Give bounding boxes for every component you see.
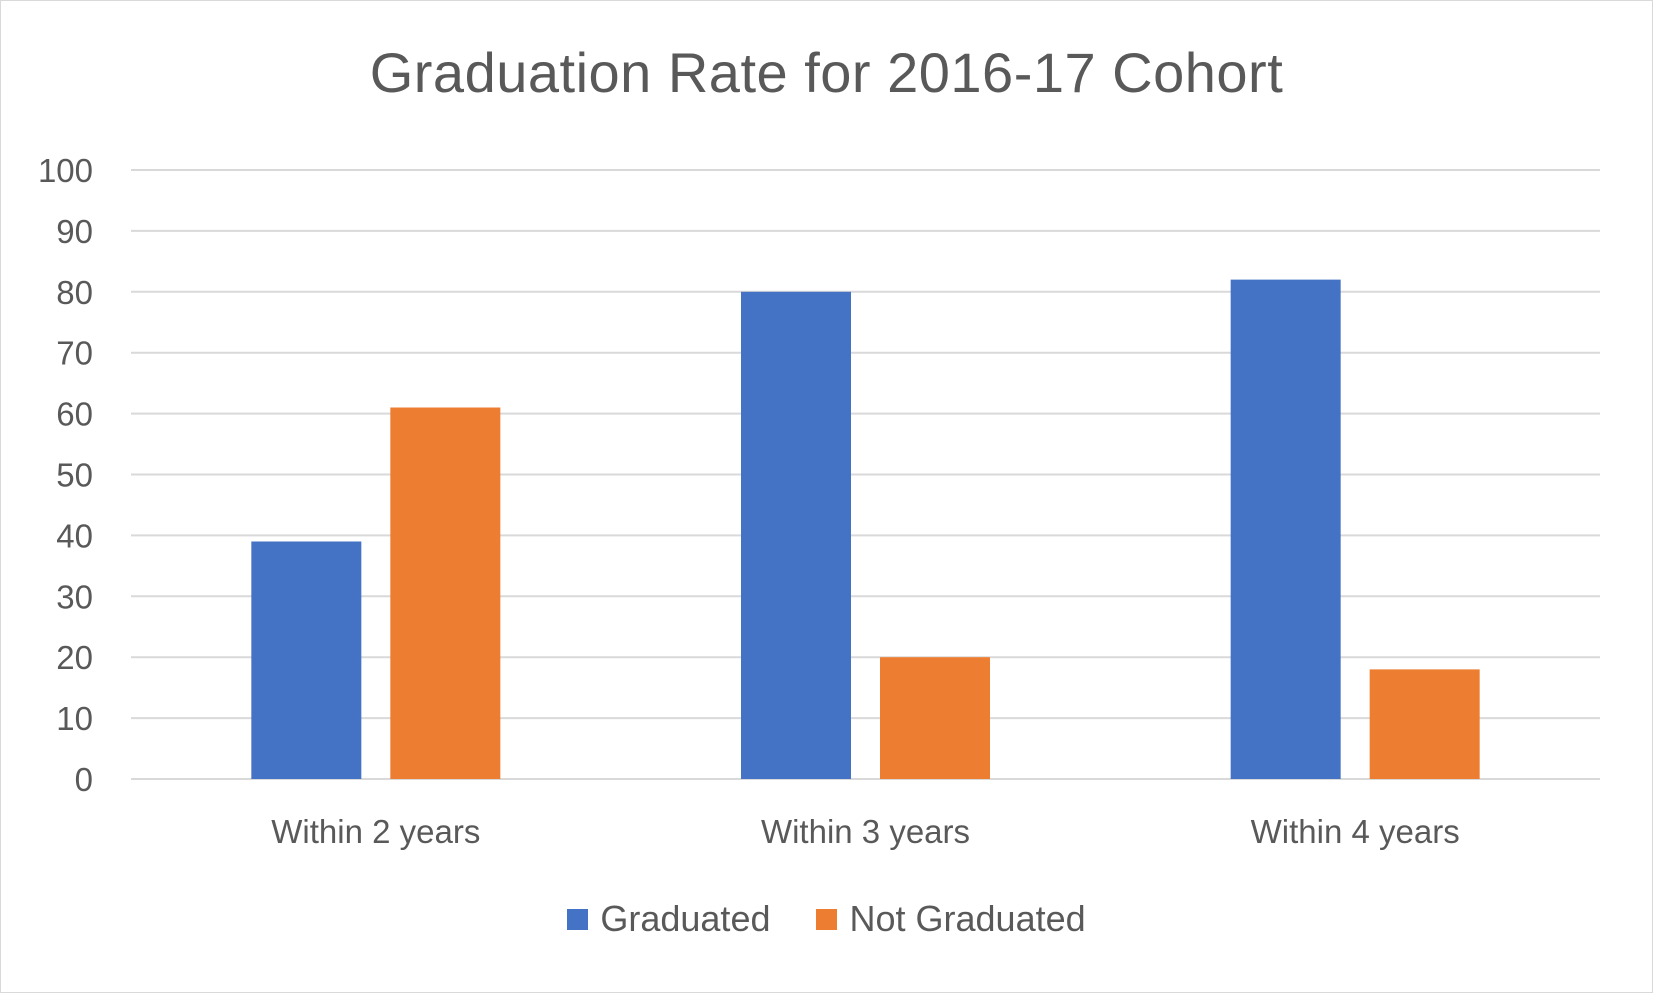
legend-item-graduated: Graduated (567, 898, 770, 940)
bar-not-graduated-2 (880, 657, 990, 779)
x-axis-ticks: Within 2 years Within 3 years Within 4 yea… (271, 813, 1459, 850)
legend: Graduated Not Graduated (0, 898, 1653, 940)
gridlines (131, 169, 1600, 780)
chart-title: Graduation Rate for 2016-17 Cohort (369, 41, 1284, 104)
y-tick-label-10: 10 (56, 700, 93, 737)
legend-label-not-graduated: Not Graduated (849, 898, 1086, 939)
x-tick-label-3: Within 4 years (1251, 813, 1460, 850)
bar-not-graduated-1 (390, 407, 501, 779)
bar-not-graduated-3 (1369, 669, 1480, 779)
y-tick-label-90: 90 (56, 213, 93, 250)
y-tick-label-80: 80 (56, 274, 93, 311)
y-tick-label-50: 50 (56, 457, 93, 494)
x-tick-label-2: Within 3 years (761, 813, 970, 850)
y-tick-label-40: 40 (56, 517, 93, 554)
y-tick-label-30: 30 (56, 578, 93, 615)
x-tick-label-1: Within 2 years (271, 813, 480, 850)
bar-graduated-3 (1230, 279, 1341, 779)
legend-swatch-graduated (567, 908, 589, 930)
bar-graduated-2 (741, 291, 851, 779)
legend-label-graduated: Graduated (600, 898, 771, 939)
y-tick-label-70: 70 (56, 335, 93, 372)
legend-item-not-graduated: Not Graduated (816, 898, 1086, 940)
y-tick-label-100: 100 (38, 152, 93, 189)
y-axis-ticks: 0 10 20 30 40 50 60 70 80 90 100 (38, 152, 93, 798)
y-tick-label-0: 0 (75, 761, 93, 798)
y-tick-label-60: 60 (56, 396, 93, 433)
bar-graduated-1 (251, 541, 362, 779)
legend-swatch-not-graduated (816, 908, 838, 930)
bars (251, 279, 1480, 779)
y-tick-label-20: 20 (56, 639, 93, 676)
